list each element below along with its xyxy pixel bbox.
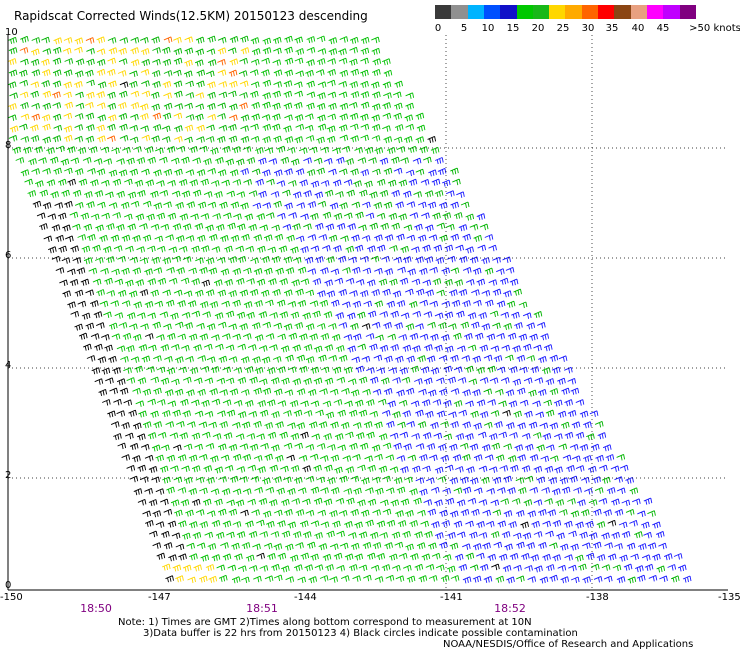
wind-barb-group	[7, 36, 250, 584]
colorbar-tick-label: 20	[531, 23, 545, 34]
colorbar-tick-label: 10	[481, 23, 495, 34]
colorbar-swatch	[679, 5, 697, 19]
colorbar-tick-label: 45	[656, 23, 670, 34]
colorbar-swatch	[500, 5, 517, 19]
colorbar-swatch	[614, 5, 632, 19]
latitude-label: 8	[5, 140, 12, 151]
colorbar-swatch	[646, 5, 664, 19]
wind-barbs	[7, 35, 692, 584]
note-line-3: NOAA/NESDIS/Office of Research and Appli…	[443, 639, 694, 650]
wind-barb-group	[12, 35, 460, 584]
colorbar-tick-label: 35	[605, 23, 619, 34]
colorbar-tick-label: >50 knots	[689, 23, 740, 34]
colorbar-tick-label: 5	[460, 23, 468, 34]
colorbar-swatch	[581, 5, 599, 19]
colorbar-swatch	[451, 5, 469, 19]
colorbar-tick-label: 25	[556, 23, 570, 34]
colorbar-swatch	[516, 5, 534, 19]
colorbar-swatch	[435, 5, 452, 19]
time-label: 18:51	[246, 602, 278, 615]
colorbar-swatch	[630, 5, 648, 19]
colorbar-swatch	[483, 5, 501, 19]
longitude-label: -141	[440, 592, 463, 603]
longitude-label: -147	[148, 592, 171, 603]
colorbar-swatch	[549, 5, 566, 19]
latitude-label: 4	[5, 360, 12, 371]
colorbar-swatch	[565, 5, 583, 19]
longitude-label: -150	[0, 592, 23, 603]
colorbar-swatch	[598, 5, 615, 19]
wind-barb-group	[240, 156, 692, 584]
note-line-2: 3)Data buffer is 22 hrs from 20150123 4)…	[143, 628, 578, 639]
map-title: Rapidscat Corrected Winds(12.5KM) 201501…	[14, 9, 368, 23]
time-label: 18:50	[80, 602, 112, 615]
wind-barb-group	[32, 81, 617, 583]
colorbar-tick-label: 30	[581, 23, 595, 34]
colorbar-swatch	[532, 5, 550, 19]
latitude-label: 0	[5, 580, 12, 591]
wind-barb-group	[7, 35, 680, 584]
latitude-label: 6	[5, 250, 12, 261]
time-label: 18:52	[494, 602, 526, 615]
longitude-label: -138	[586, 592, 609, 603]
colorbar-swatch	[467, 5, 485, 19]
colorbar-tick-label: 15	[506, 23, 520, 34]
colorbar-tick-label: 40	[631, 23, 645, 34]
wind-barb-group	[19, 36, 248, 142]
longitude-label: -135	[718, 592, 740, 603]
longitude-label: -144	[294, 592, 317, 603]
colorbar-swatch	[663, 5, 680, 19]
grid-lines	[8, 35, 728, 590]
latitude-label: 2	[5, 470, 12, 481]
latitude-label: 10	[5, 27, 18, 38]
note-line-1: Note: 1) Times are GMT 2)Times along bot…	[118, 617, 532, 628]
colorbar-tick-label: 0	[434, 23, 442, 34]
